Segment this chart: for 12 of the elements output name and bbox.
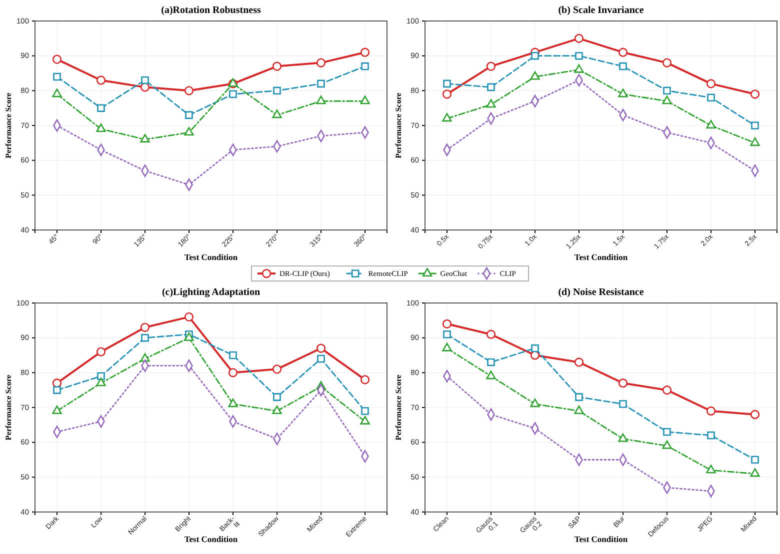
- x-axis-title: Test Condition: [574, 534, 628, 544]
- x-axis-title: Test Condition: [574, 252, 628, 262]
- y-axis-title: Performance Score: [394, 92, 403, 158]
- chart-title: (d) Noise Resistance: [558, 287, 644, 298]
- chart-title: (a)Rotation Robustness: [161, 5, 261, 16]
- y-axis-title: Performance Score: [4, 374, 13, 440]
- y-axis-title: Performance Score: [4, 92, 13, 158]
- x-axis-title: Test Condition: [184, 252, 238, 262]
- x-axis-title: Test Condition: [184, 534, 238, 544]
- y-axis-title: Performance Score: [394, 374, 403, 440]
- chart-title: (c)Lighting Adaptation: [162, 287, 260, 298]
- chart-title: (b) Scale Invariance: [558, 5, 644, 16]
